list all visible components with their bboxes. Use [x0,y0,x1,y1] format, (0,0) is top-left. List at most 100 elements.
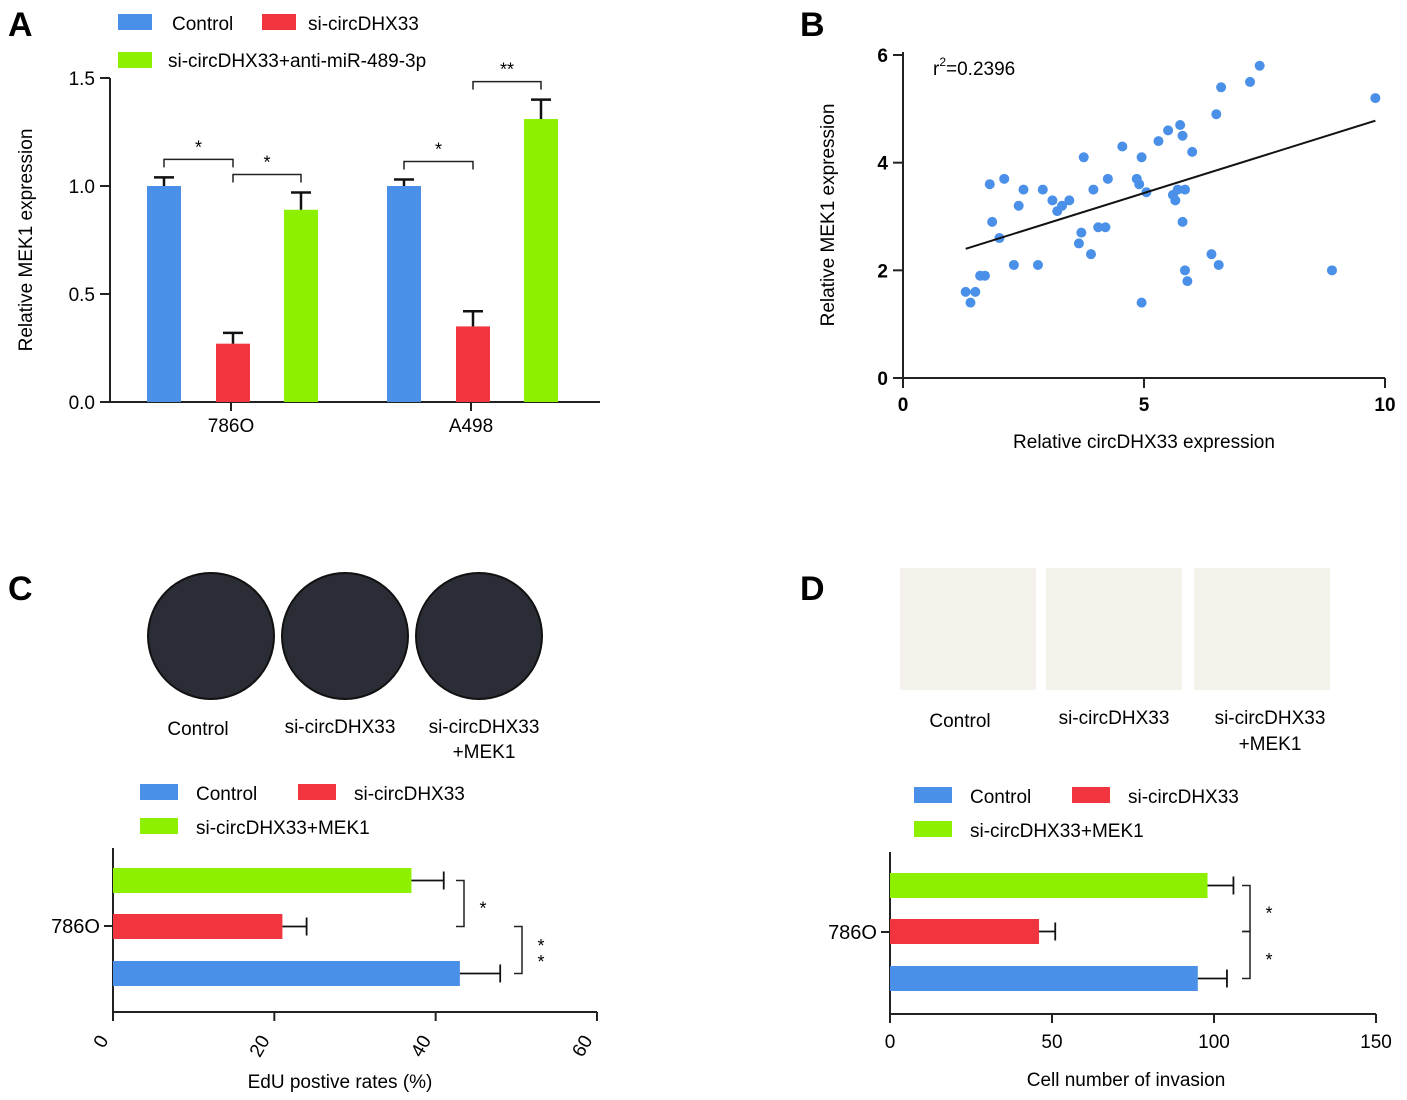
b-scatter-point [1153,136,1164,147]
panel-letter-c: C [8,570,33,608]
edu-image-si-circdhx33 [281,572,409,700]
b-scatter-point [1163,125,1174,136]
b-scatter-point [1073,238,1084,249]
b-scatter-point [1085,249,1096,260]
d-image-label-si-mek1-line1: si-circDHX33 [1215,708,1326,729]
a-category-a498: A498 [449,416,493,437]
panel-c: C Control si-circDHX33 si-circDHX33 +MEK… [8,570,598,1093]
panel-d: D Control si-circDHX33 si-circDHX33 +MEK… [800,570,1392,1091]
b-scatter-point [1187,146,1198,157]
c-bar-control [113,961,460,986]
c-x-tick-label: 40 [407,1032,436,1061]
b-scatter-point [1245,76,1256,87]
c-bars [113,868,502,986]
b-scatter-point [1047,195,1058,206]
panel-letter-a: A [8,6,33,44]
b-x-tick-label: 5 [1139,395,1150,416]
b-scatter-point [1136,297,1147,308]
b-scatter-point [1008,259,1019,270]
b-y-label: Relative MEK1 expression [818,104,839,327]
a-sig-label: ** [500,60,514,80]
a-y-label: Relative MEK1 expression [16,129,37,352]
b-scatter-point [1102,173,1113,184]
b-scatter-point [965,297,976,308]
c-x-ticks: 0 20 40 60 [90,1012,598,1061]
c-sig-label: * [479,899,486,919]
b-r2-value: =0.2396 [946,59,1015,80]
b-y-tick-label: 6 [877,46,888,67]
d-category-786o: 786O [828,922,877,944]
a-bars [147,98,558,402]
b-scatter-point [984,179,995,190]
b-scatter-point [970,286,981,297]
d-image-label-si: si-circDHX33 [1059,708,1170,729]
d-sig-bracket [1242,884,1251,933]
b-fit-line [965,119,1376,250]
a-bar-786o-si-circdhx33 [216,343,250,402]
d-bar-control [890,966,1198,991]
a-category-786o: 786O [208,416,254,437]
b-scatter-point [1326,265,1337,276]
b-y-tick-label: 2 [877,261,888,282]
b-scatter-point [1057,200,1068,211]
b-scatter-point [1088,184,1099,195]
c-x-tick-label: 60 [569,1032,598,1061]
d-legend-swatch-si-mek1 [914,821,952,837]
c-sig-label: * [537,952,544,972]
b-x-tick-label: 0 [898,395,909,416]
c-image-label-si: si-circDHX33 [285,717,396,738]
b-scatter-point [1206,249,1217,260]
b-scatter-point [1177,130,1188,141]
c-bar-si-circdhx33 [113,914,283,939]
b-x-label: Relative circDHX33 expression [1013,432,1275,453]
a-sig-bracket [472,80,542,90]
d-x-tick-label: 0 [885,1032,896,1053]
d-image-label-si-mek1-line2: +MEK1 [1239,734,1302,755]
c-legend-label-control: Control [196,784,257,805]
b-scatter-point [1175,119,1186,130]
legend-label-control: Control [172,14,233,35]
d-x-label: Cell number of invasion [1027,1070,1226,1091]
a-sig-label: * [263,152,270,172]
a-bar-a498-control [387,186,421,402]
c-category-786o: 786O [51,916,100,938]
c-significance: *** [456,879,545,975]
c-legend-swatch-control [140,784,178,800]
edu-image-si-circdhx33-mek1 [415,572,543,700]
b-scatter-point [1172,184,1183,195]
b-scatter-point [1064,195,1075,206]
a-y-ticks: 0.0 0.5 1.0 1.5 [69,69,472,414]
c-x-tick-label: 0 [90,1032,113,1052]
b-y-tick-label: 4 [877,154,888,175]
b-scatter-point [1170,195,1181,206]
c-sig-label: * [537,936,544,956]
legend-swatch-control [118,14,152,30]
b-scatter-point [1076,227,1087,238]
b-r2-annotation: r2=0.2396 [933,55,1015,80]
b-scatter-point [1179,184,1190,195]
invasion-image-si-circdhx33 [1046,568,1182,690]
b-r2-sup: 2 [939,55,946,69]
a-sig-bracket [403,160,474,170]
c-x-label: EdU postive rates (%) [248,1072,433,1093]
c-legend-swatch-si [298,784,336,800]
d-legend-swatch-si [1072,787,1110,803]
b-ticks: 0 2 4 6 0 5 10 [877,46,1395,416]
d-bars [890,873,1235,991]
d-x-tick-label: 100 [1198,1032,1230,1053]
a-sig-bracket [163,158,234,168]
b-scatter-point [1177,216,1188,227]
c-legend-swatch-si-mek1 [140,818,178,834]
d-sig-label: * [1265,950,1272,970]
invasion-image-control [900,568,1036,690]
a-y-tick-label: 1.0 [69,177,95,198]
c-legend-label-si-mek1: si-circDHX33+MEK1 [196,818,370,839]
a-sig-label: * [435,140,442,160]
a-y-tick-label: 0.5 [69,285,95,306]
d-sig-bracket [1242,930,1251,980]
d-bar-si-circdhx33 [890,919,1040,944]
legend-label-anti-mir: si-circDHX33+anti-miR-489-3p [168,51,426,72]
d-legend-label-si: si-circDHX33 [1128,787,1239,808]
b-scatter-point [1182,276,1193,287]
